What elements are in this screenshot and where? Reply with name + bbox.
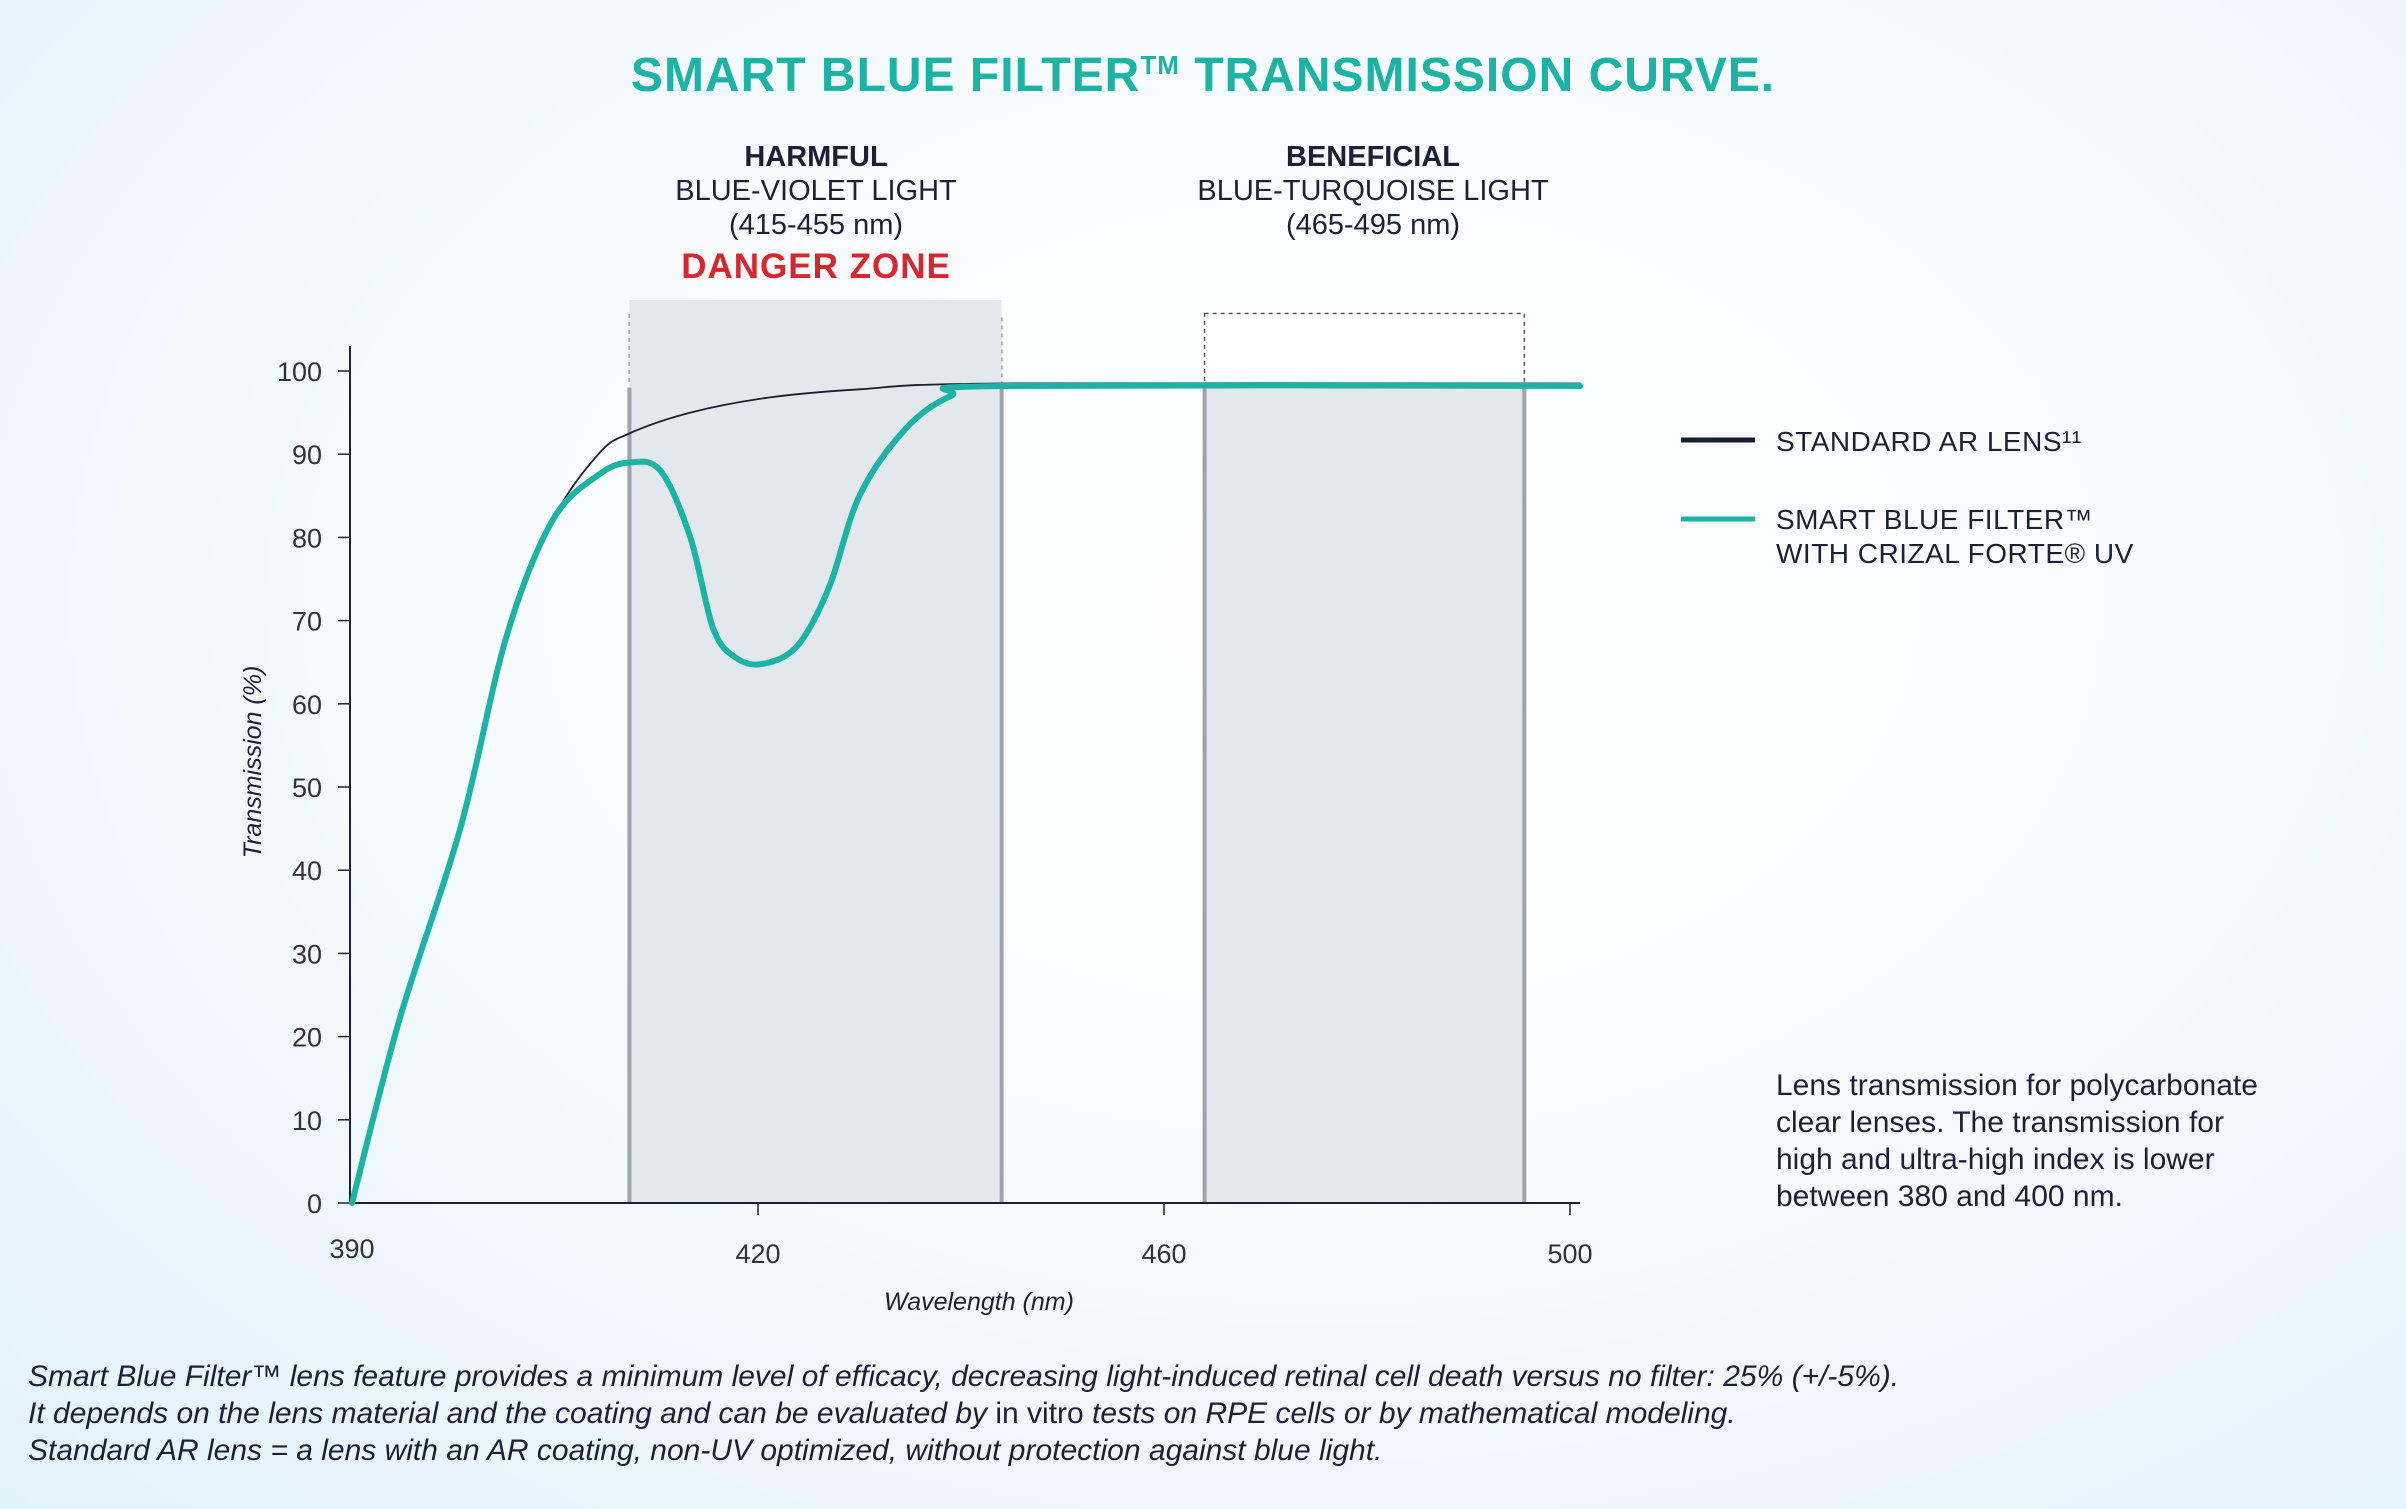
harmful-line1: BLUE-VIOLET LIGHT <box>675 175 957 207</box>
x-tick-label: 500 <box>1547 1239 1592 1269</box>
note-line: between 380 and 400 nm. <box>1776 1180 2123 1213</box>
footnote-line1: Smart Blue Filter™ lens feature provides… <box>28 1360 1900 1393</box>
y-tick-label: 60 <box>292 690 322 720</box>
harmful-range: (415-455 nm) <box>728 209 904 241</box>
harmful-header: HARMFUL BLUE-VIOLET LIGHT (415-455 nm) D… <box>536 140 1096 284</box>
legend-standard-label: STANDARD AR LENS¹¹ <box>1776 426 2082 457</box>
beneficial-band <box>1204 383 1525 1204</box>
y-tick-label: 40 <box>292 856 322 886</box>
note-line: Lens transmission for polycarbonate <box>1776 1069 2258 1102</box>
footnote-line2: It depends on the lens material and the … <box>28 1397 1736 1430</box>
chart-title: SMART BLUE FILTERTM TRANSMISSION CURVE. <box>630 49 1776 102</box>
x-tick-label: 460 <box>1141 1239 1186 1269</box>
beneficial-range: (465-495 nm) <box>1285 209 1461 241</box>
x-axis-label: Wavelength (nm) <box>884 1288 1074 1316</box>
smart-blue-filter-line <box>349 382 1584 1206</box>
y-tick-label: 90 <box>292 440 322 470</box>
x-tick-label: 420 <box>735 1239 780 1269</box>
beneficial-line1: BLUE-TURQUOISE LIGHT <box>1197 175 1549 207</box>
y-tick-label: 20 <box>292 1023 322 1053</box>
harmful-heading: HARMFUL <box>744 141 888 173</box>
y-axis-label: Transmission (%) <box>239 666 267 859</box>
footnote: Smart Blue Filter™ lens feature provides… <box>28 1358 1899 1469</box>
x-tick-label: 390 <box>329 1234 374 1264</box>
y-tick-label: 30 <box>292 939 322 969</box>
note-line: high and ultra-high index is lower <box>1776 1143 2215 1176</box>
footnote-line3: Standard AR lens = a lens with an AR coa… <box>28 1434 1383 1467</box>
beneficial-band-bracket <box>1203 312 1526 385</box>
legend-smart-line1: SMART BLUE FILTER™ <box>1776 504 2094 535</box>
danger-zone-label: DANGER ZONE <box>681 247 951 286</box>
y-tick-label: 100 <box>277 357 322 387</box>
note-line: clear lenses. The transmission for <box>1776 1106 2224 1139</box>
y-tick-label: 70 <box>292 607 322 637</box>
harmful-band <box>629 300 1002 1203</box>
legend-smart-label: SMART BLUE FILTER™ WITH CRIZAL FORTE® UV <box>1776 503 2134 571</box>
beneficial-header: BENEFICIAL BLUE-TURQUOISE LIGHT (465-495… <box>1093 140 1653 242</box>
beneficial-heading: BENEFICIAL <box>1286 141 1460 173</box>
y-tick-label: 80 <box>292 523 322 553</box>
lens-note: Lens transmission for polycarbonate clea… <box>1776 1067 2258 1215</box>
legend-smart-line2: WITH CRIZAL FORTE® UV <box>1776 538 2134 569</box>
y-tick-label: 50 <box>292 773 322 803</box>
y-tick-label: 0 <box>307 1189 322 1219</box>
y-tick-label: 10 <box>292 1106 322 1136</box>
